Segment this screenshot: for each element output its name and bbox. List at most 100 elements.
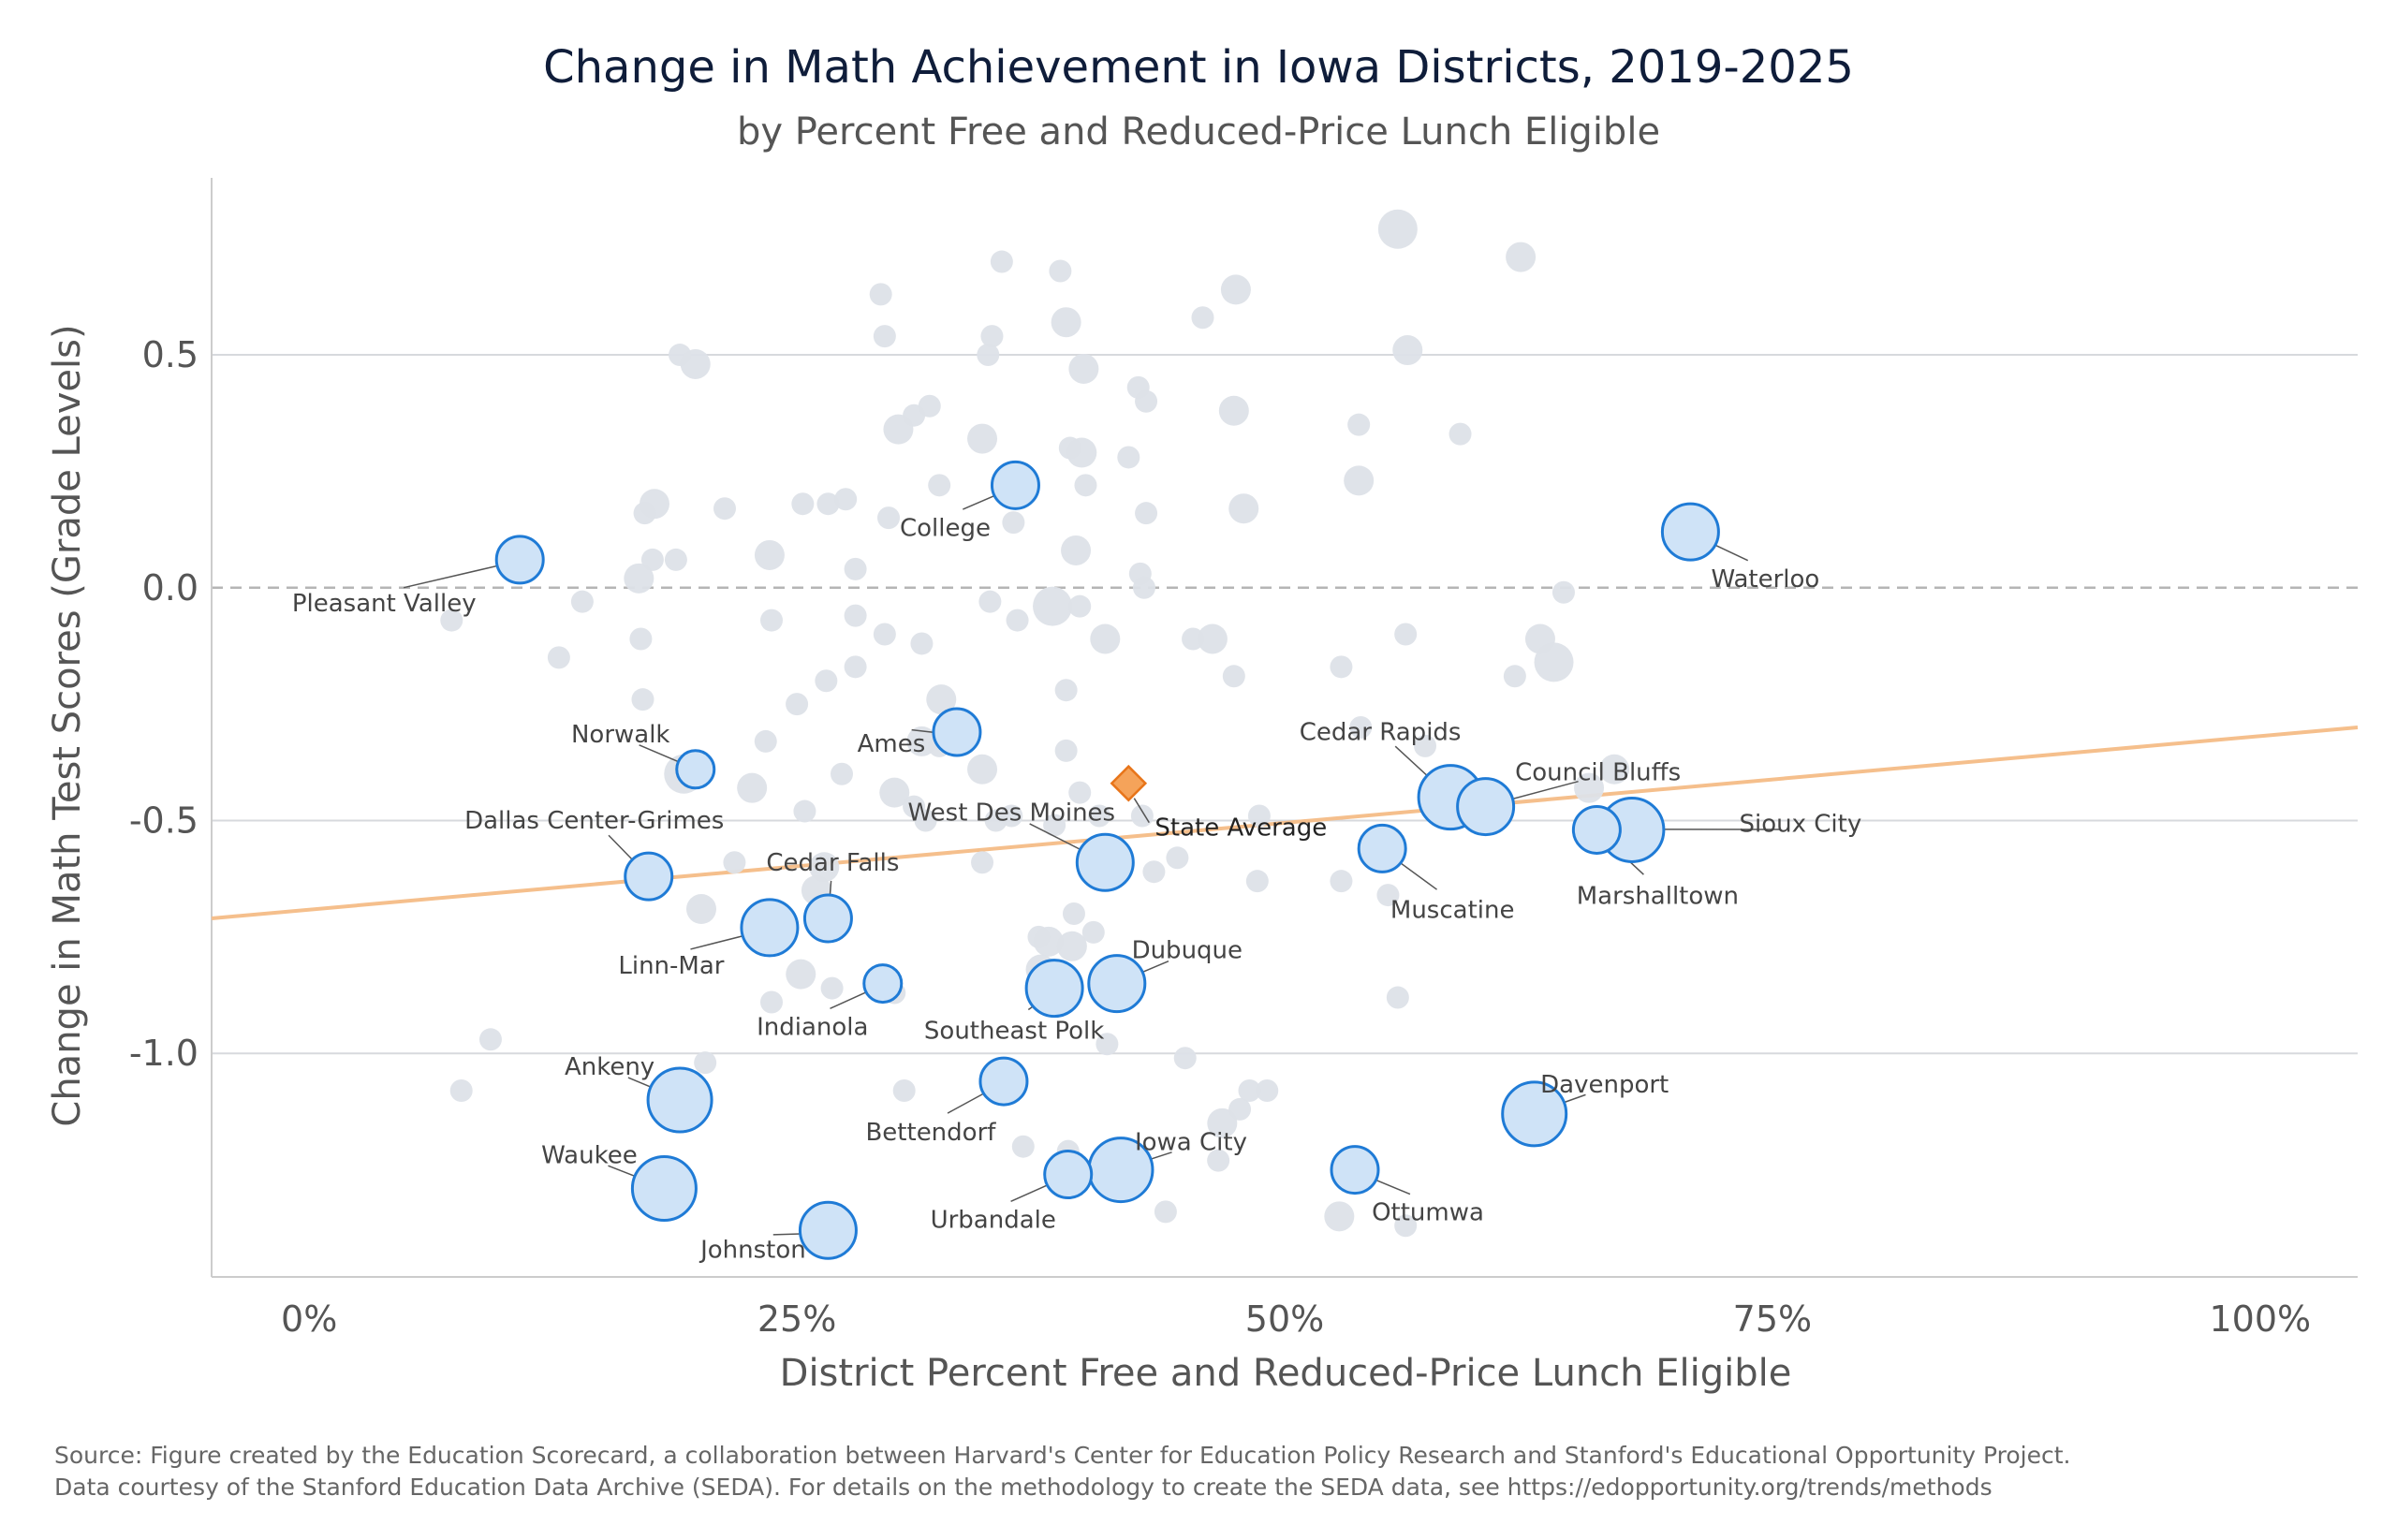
highlighted-district-point bbox=[494, 535, 545, 585]
district-point bbox=[1207, 1149, 1230, 1172]
district-point bbox=[1011, 1135, 1035, 1158]
district-point bbox=[1238, 1079, 1261, 1103]
highlighted-district-point bbox=[1024, 959, 1084, 1019]
district-point bbox=[1377, 209, 1418, 249]
district-label: Pleasant Valley bbox=[292, 590, 477, 618]
label-leader-line bbox=[1133, 798, 1150, 824]
district-point bbox=[1166, 846, 1189, 870]
district-point bbox=[1324, 1201, 1355, 1232]
district-point bbox=[1066, 437, 1097, 468]
chart-source: Source: Figure created by the Education … bbox=[54, 1440, 2071, 1503]
district-point bbox=[1574, 772, 1605, 803]
district-label: Linn-Mar bbox=[618, 952, 724, 980]
district-point bbox=[1061, 535, 1092, 565]
district-point bbox=[877, 506, 901, 530]
district-label: Cedar Rapids bbox=[1300, 719, 1462, 747]
district-point bbox=[977, 344, 1000, 367]
state-average-label: State Average bbox=[1154, 814, 1327, 843]
district-label: Muscatine bbox=[1390, 896, 1515, 924]
district-point bbox=[1218, 395, 1249, 426]
district-point bbox=[1349, 716, 1373, 739]
district-point bbox=[879, 777, 910, 808]
y-tick-label: 0.5 bbox=[142, 334, 199, 375]
district-point bbox=[1049, 259, 1072, 283]
district-label: Norwalk bbox=[571, 721, 670, 749]
y-tick-label: 0.0 bbox=[142, 567, 199, 609]
highlighted-district-point bbox=[1075, 832, 1135, 892]
district-point bbox=[449, 1079, 473, 1103]
district-point bbox=[793, 799, 816, 823]
district-point bbox=[1247, 804, 1271, 828]
district-point bbox=[640, 548, 664, 571]
highlighted-district-point bbox=[1330, 1145, 1380, 1195]
district-point bbox=[1228, 493, 1259, 524]
district-point bbox=[786, 959, 816, 990]
district-label: Waukee bbox=[541, 1141, 638, 1169]
district-point bbox=[1132, 576, 1155, 599]
district-point bbox=[1054, 679, 1078, 702]
district-point bbox=[980, 325, 1004, 348]
district-point bbox=[883, 414, 914, 445]
district-point bbox=[631, 688, 654, 711]
district-point bbox=[1347, 413, 1371, 436]
district-point bbox=[1130, 804, 1154, 828]
district-point bbox=[1033, 926, 1064, 957]
district-point bbox=[844, 655, 867, 679]
highlighted-district-point bbox=[675, 749, 716, 790]
district-point bbox=[1068, 353, 1099, 384]
district-point bbox=[978, 590, 1002, 613]
highlighted-district-point bbox=[1571, 804, 1622, 855]
district-point bbox=[928, 474, 951, 497]
source-line-1: Source: Figure created by the Education … bbox=[54, 1442, 2071, 1469]
district-point bbox=[815, 669, 838, 693]
x-tick-label: 0% bbox=[281, 1298, 337, 1340]
district-point bbox=[1051, 307, 1081, 338]
district-point bbox=[1096, 1033, 1119, 1056]
district-point bbox=[1330, 870, 1353, 893]
district-point bbox=[820, 976, 844, 1000]
district-label: Waterloo bbox=[1711, 565, 1819, 594]
x-tick-label: 25% bbox=[757, 1298, 836, 1340]
highlighted-district-point bbox=[1660, 502, 1720, 562]
district-point bbox=[1068, 594, 1092, 618]
district-point bbox=[1414, 734, 1437, 757]
highlighted-district-point bbox=[624, 851, 674, 902]
district-point bbox=[1117, 446, 1140, 469]
district-point bbox=[1135, 389, 1158, 413]
district-label: Davenport bbox=[1540, 1071, 1669, 1099]
district-point bbox=[873, 623, 896, 646]
district-point bbox=[1081, 920, 1105, 944]
x-tick-label: 100% bbox=[2209, 1298, 2311, 1340]
district-point bbox=[1506, 242, 1537, 272]
highlighted-district-point bbox=[630, 1154, 698, 1222]
district-point bbox=[914, 809, 937, 832]
district-point bbox=[633, 502, 656, 525]
district-point bbox=[910, 632, 934, 655]
district-label: Johnston bbox=[699, 1236, 806, 1264]
highlighted-district-point bbox=[646, 1066, 713, 1134]
district-point bbox=[629, 627, 653, 651]
district-label: Dallas Center-Grimes bbox=[464, 807, 724, 835]
district-point bbox=[1135, 502, 1158, 525]
highlighted-district-point bbox=[932, 707, 982, 757]
district-point bbox=[1330, 655, 1353, 679]
district-point bbox=[570, 590, 594, 613]
district-point bbox=[873, 325, 896, 348]
district-point bbox=[440, 609, 463, 632]
district-point bbox=[1006, 609, 1029, 632]
district-label: Cedar Falls bbox=[766, 849, 899, 877]
district-point bbox=[1503, 665, 1526, 688]
district-point bbox=[1376, 884, 1400, 907]
district-point bbox=[1386, 986, 1409, 1009]
district-point bbox=[1002, 511, 1025, 535]
highlighted-district-point bbox=[862, 963, 904, 1005]
district-point bbox=[1222, 665, 1245, 688]
district-point bbox=[990, 250, 1013, 273]
district-point bbox=[1056, 931, 1087, 961]
district-point bbox=[1551, 580, 1575, 604]
district-label: College bbox=[900, 514, 991, 542]
district-point bbox=[1197, 623, 1228, 654]
district-label: West Des Moines bbox=[908, 799, 1116, 827]
highlighted-district-point bbox=[1043, 1150, 1094, 1200]
